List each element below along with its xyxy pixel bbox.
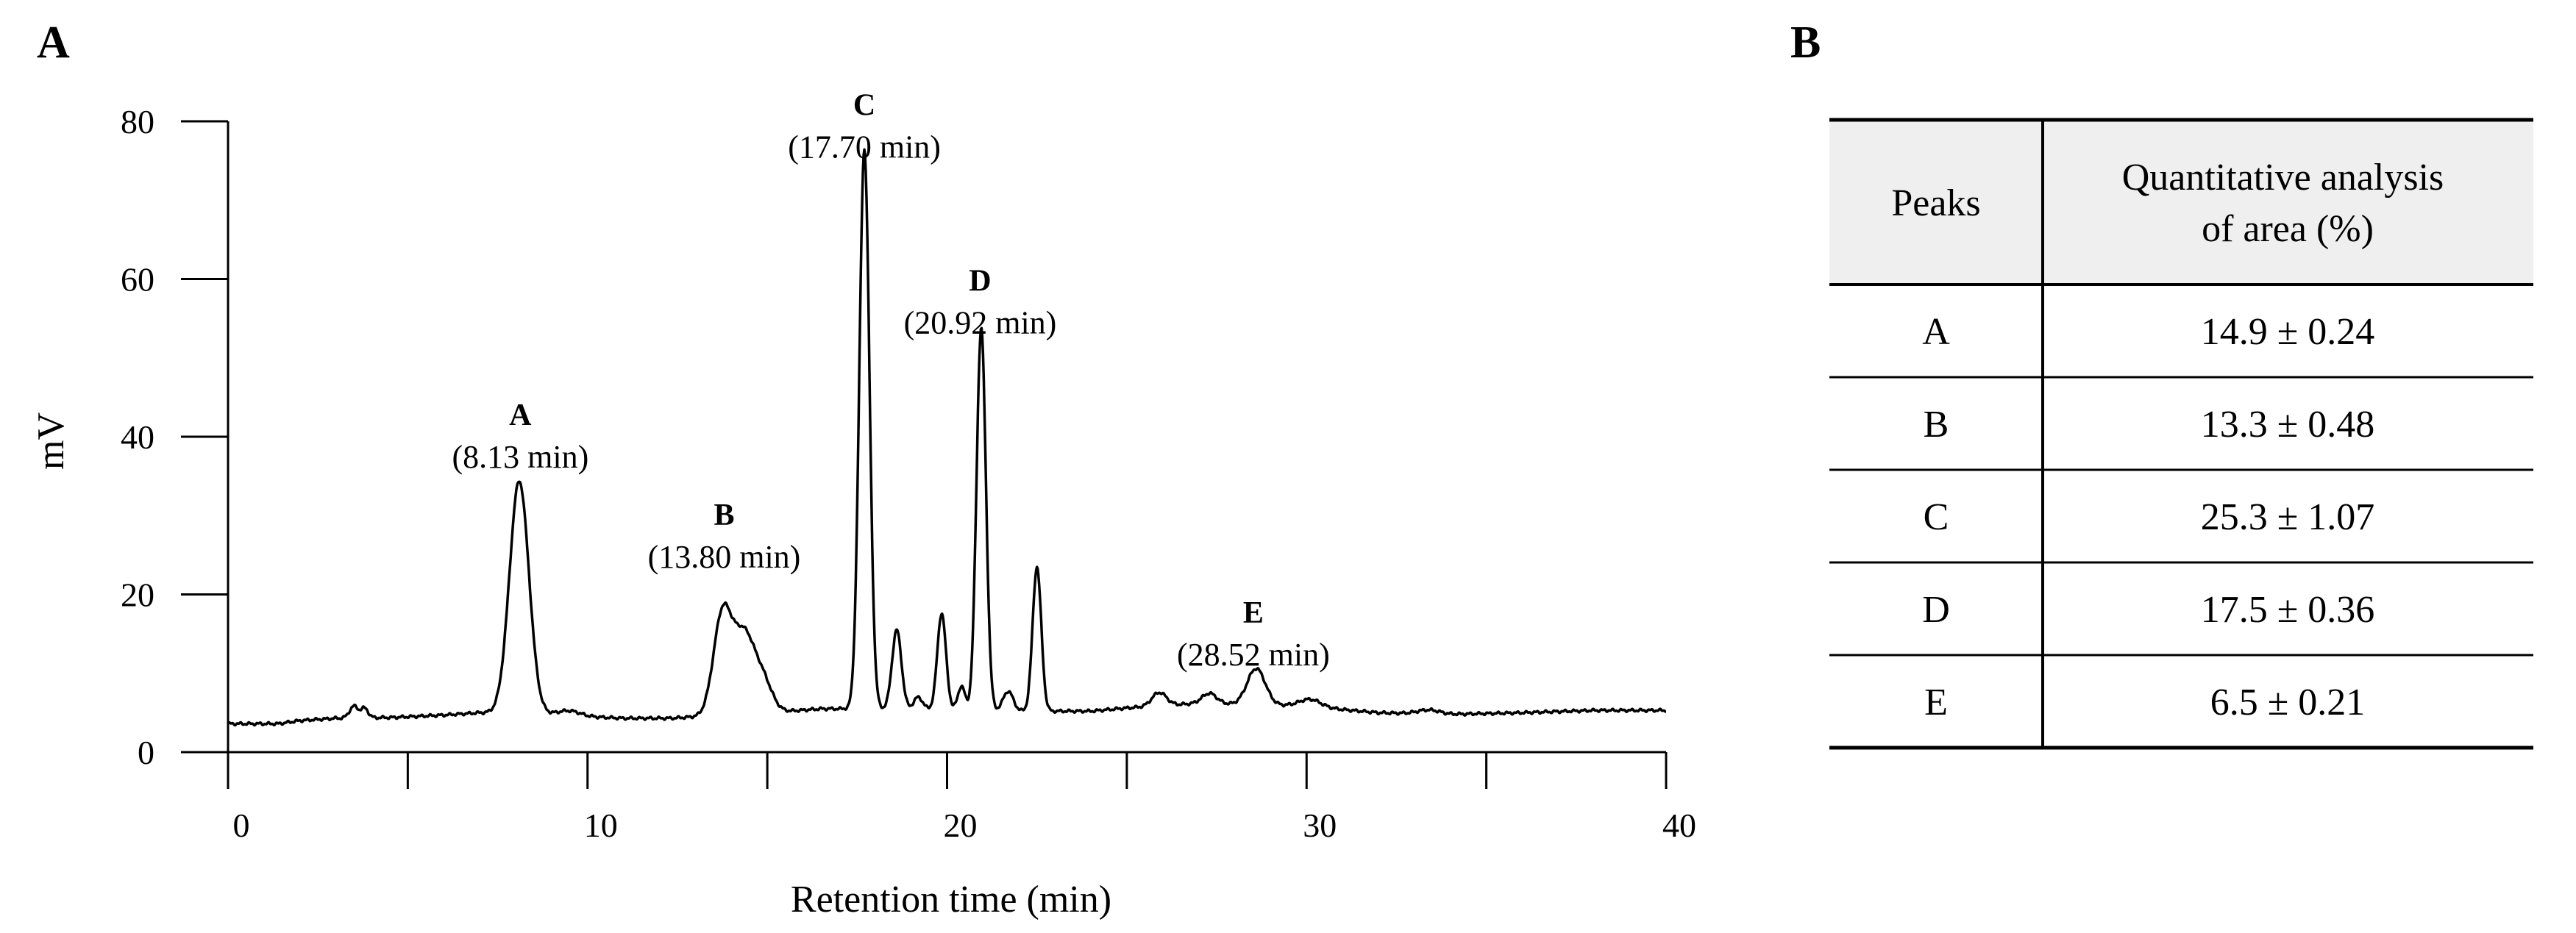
chromatogram-trace	[227, 148, 1667, 727]
table-cell-peak: D	[1922, 589, 1950, 631]
peak-time-c: (17.70 min)	[788, 129, 941, 165]
panel-label-b: B	[1790, 18, 1821, 68]
peak-label-e: E	[1243, 596, 1264, 630]
y-tick-label: 80	[121, 103, 154, 140]
table-header-area-line-1: Quantitative analysis	[2122, 157, 2444, 199]
table-cell-area: 6.5 ± 0.21	[2210, 682, 2366, 723]
x-tick-label: 30	[1303, 807, 1337, 844]
table-header-peaks: Peaks	[1891, 182, 1980, 224]
panel-label-a: A	[37, 18, 70, 68]
table-cell-area: 17.5 ± 0.36	[2201, 589, 2375, 631]
table-cell-area: 13.3 ± 0.48	[2201, 404, 2375, 446]
peak-label-d: D	[969, 265, 991, 299]
peak-time-d: (20.92 min)	[904, 305, 1057, 341]
peak-area-table: Peaks Quantitative analysis of area (%) …	[1829, 118, 2533, 750]
peak-label-c: C	[853, 88, 875, 122]
chromatogram-chart: 0 20 40 60 80 0 10 20 30 40 A (8.13 min) B (13.80 m…	[30, 88, 1696, 921]
table-cell-area: 14.9 ± 0.24	[2201, 311, 2375, 353]
table-cell-peak: B	[1924, 404, 1949, 446]
table-cell-area: 25.3 ± 1.07	[2201, 496, 2375, 538]
x-tick-label: 10	[584, 807, 618, 844]
peak-label-a: A	[509, 398, 532, 432]
x-axis-title: Retention time (min)	[791, 879, 1111, 921]
peak-label-b: B	[714, 498, 734, 532]
header-cell-area-bg	[2043, 120, 2533, 285]
table-cell-peak: E	[1924, 682, 1948, 723]
x-axis: 0 10 20 30 40	[227, 751, 1696, 844]
y-tick-label: 0	[138, 734, 154, 771]
peak-time-a: (8.13 min)	[452, 439, 588, 475]
peak-annotations: A (8.13 min) B (13.80 min) C (17.70 min) D (20.…	[452, 88, 1329, 673]
y-axis: 0 20 40 60 80	[121, 103, 230, 771]
table-cell-peak: C	[1924, 496, 1949, 538]
y-tick-label: 40	[121, 418, 154, 456]
peak-time-e: (28.52 min)	[1177, 637, 1330, 673]
x-tick-label: 40	[1662, 807, 1696, 844]
x-tick-label: 0	[233, 807, 250, 844]
y-tick-label: 20	[121, 576, 154, 614]
table-header-area-line-2: of area (%)	[2202, 208, 2374, 250]
peak-time-b: (13.80 min)	[648, 539, 801, 575]
table-cell-peak: A	[1922, 311, 1950, 353]
header-cell-peaks-bg	[1829, 120, 2043, 285]
table-header-area: Quantitative analysis of area (%)	[2122, 157, 2454, 250]
x-tick-label: 20	[944, 807, 978, 844]
y-axis-title: mV	[30, 412, 72, 470]
y-tick-label: 60	[121, 261, 154, 299]
